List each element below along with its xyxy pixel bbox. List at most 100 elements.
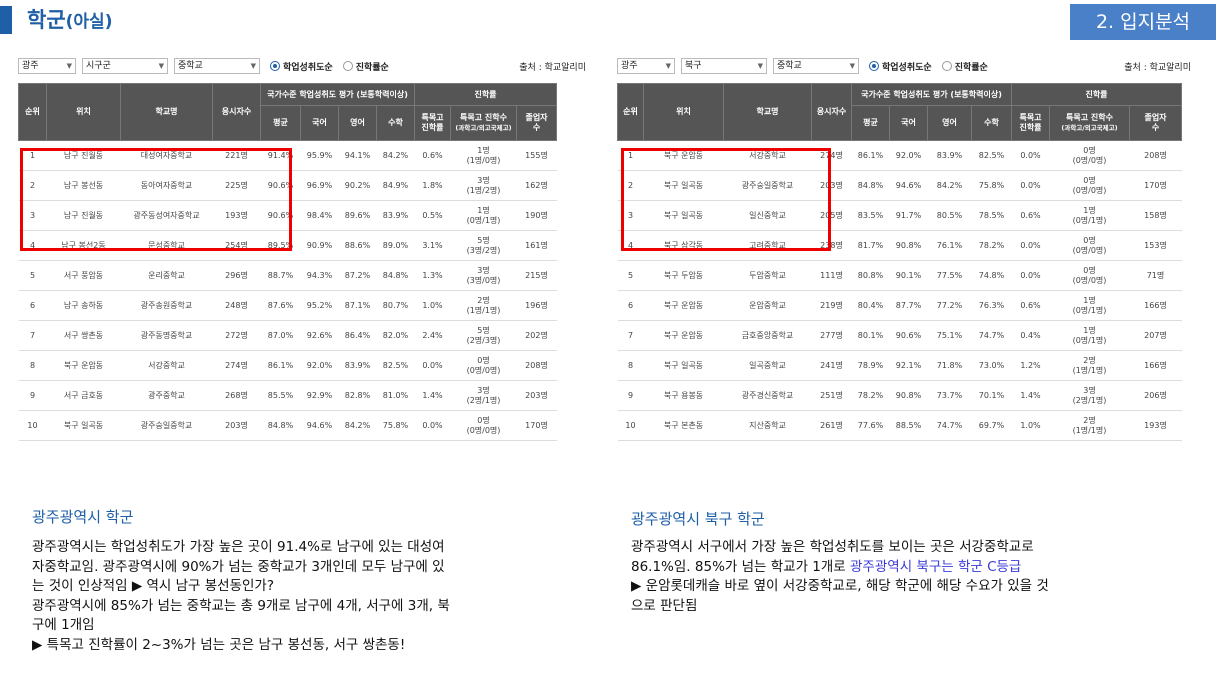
table-row[interactable]: 1 북구 운암동 서강중학교 274명 86.1% 92.0% 83.9% 82.5% 0.0%…: [617, 140, 1182, 171]
cell-rank: 6: [617, 290, 644, 321]
cell-special-count: 0명 (0명/0명): [450, 350, 517, 381]
col-avg: 평균: [851, 105, 890, 141]
cell-kor: 98.4%: [300, 200, 339, 231]
cell-school: 광주중학교: [120, 380, 213, 411]
col-special-count: 특목고 진학수 (과학고/외고국제고): [450, 105, 517, 141]
table-row[interactable]: 7 북구 운암동 금호중앙중학교 277명 80.1% 90.6% 75.1% 74.7% 0.…: [617, 320, 1182, 351]
cell-graduates: 161명: [516, 230, 557, 261]
left-school-type-select[interactable]: 중학교 ▼: [174, 58, 260, 74]
cell-math: 89.0%: [376, 230, 415, 261]
cell-loc: 남구 봉선동: [46, 170, 121, 201]
cell-school: 광주숭일중학교: [120, 410, 213, 441]
left-radio-progress[interactable]: 진학률순: [342, 60, 389, 73]
table-row[interactable]: 10 북구 본촌동 지산중학교 261명 77.6% 88.5% 74.7% 69.7% 1.0…: [617, 410, 1182, 441]
page-title: 학군(아실): [27, 4, 112, 34]
right-radio-progress-label: 진학률순: [954, 62, 988, 73]
cell-kor: 90.6%: [889, 320, 928, 351]
left-radio-academic[interactable]: 학업성취도순: [270, 60, 333, 73]
right-radio-academic[interactable]: 학업성취도순: [869, 60, 932, 73]
table-row[interactable]: 6 남구 송하동 광주송원중학교 248명 87.6% 95.2% 87.1% 80.7% 1.…: [18, 290, 557, 321]
cell-kor: 95.2%: [300, 290, 339, 321]
left-source-note: 출처 : 학교알리미: [519, 63, 586, 73]
cell-sp: 1.3%: [414, 260, 451, 291]
left-filter-bar: 광주 ▼ 시구군 ▼ 중학교 ▼ 학업성취도순 진학률순 출처 : 학교알리미: [18, 55, 586, 77]
table-row[interactable]: 8 북구 일곡동 일곡중학교 241명 78.9% 92.1% 71.8% 73.0% 1.2%…: [617, 350, 1182, 381]
cell-avg: 86.1%: [260, 350, 301, 381]
cell-exam: 203명: [212, 410, 261, 441]
cell-special-count: 2명 (1명/1명): [450, 290, 517, 321]
cell-math: 75.8%: [971, 170, 1012, 201]
cell-avg: 80.4%: [851, 290, 890, 321]
table-row[interactable]: 9 서구 금호동 광주중학교 268명 85.5% 92.9% 82.8% 81.0% 1.4%…: [18, 380, 557, 411]
col-group-progress: 진학률: [414, 83, 557, 106]
table-row[interactable]: 3 북구 일곡동 일신중학교 205명 83.5% 91.7% 80.5% 78.5% 0.6%…: [617, 200, 1182, 231]
cell-kor: 94.6%: [889, 170, 928, 201]
table-row[interactable]: 2 남구 봉선동 동아여자중학교 225명 90.6% 96.9% 90.2% 84.9% 1.…: [18, 170, 557, 201]
table-row[interactable]: 2 북구 일곡동 광주숭일중학교 203명 84.8% 94.6% 84.2% 75.8% 0.…: [617, 170, 1182, 201]
cell-eng: 87.2%: [338, 260, 377, 291]
right-radio-academic-label: 학업성취도순: [882, 62, 932, 73]
table-row[interactable]: 10 북구 일곡동 광주숭일중학교 203명 84.8% 94.6% 84.2% 75.8% 0…: [18, 410, 557, 441]
right-grade-highlight: 광주광역시 북구는 학군 C등급: [850, 558, 1022, 575]
table-row[interactable]: 5 서구 풍암동 운리중학교 296명 88.7% 94.3% 87.2% 84.8% 1.3%…: [18, 260, 557, 291]
cell-graduates: 153명: [1129, 230, 1182, 261]
cell-avg: 80.8%: [851, 260, 890, 291]
cell-school: 광주숭일중학교: [723, 170, 812, 201]
table-row[interactable]: 8 북구 운암동 서강중학교 274명 86.1% 92.0% 83.9% 82.5% 0.0%…: [18, 350, 557, 381]
cell-exam: 254명: [212, 230, 261, 261]
cell-sp: 0.4%: [1011, 320, 1050, 351]
cell-school: 운암중학교: [723, 290, 812, 321]
table-row[interactable]: 6 북구 운암동 운암중학교 219명 80.4% 87.7% 77.2% 76.3% 0.6%…: [617, 290, 1182, 321]
cell-avg: 86.1%: [851, 140, 890, 171]
special-count-breakdown: (2명/1명): [466, 395, 501, 405]
cell-special-count: 0명 (0명/0명): [1049, 140, 1130, 171]
table-row[interactable]: 3 남구 진월동 광주동성여자중학교 193명 90.6% 98.4% 89.6% 83.9%…: [18, 200, 557, 231]
left-city-select[interactable]: 광주 ▼: [18, 58, 76, 74]
table-row[interactable]: 5 북구 두암동 두암중학교 111명 80.8% 90.1% 77.5% 74.8% 0.0%…: [617, 260, 1182, 291]
special-count-breakdown: (0명/1명): [1072, 215, 1107, 225]
left-description-line: ▶ 특목고 진학률이 2~3%가 넘는 곳은 남구 봉선동, 서구 쌍촌동!: [32, 636, 406, 653]
left-district-select[interactable]: 시구군 ▼: [82, 58, 168, 74]
special-count-breakdown: (2명/1명): [1072, 395, 1107, 405]
cell-kor: 90.8%: [889, 230, 928, 261]
cell-eng: 83.9%: [338, 350, 377, 381]
col-korean: 국어: [889, 105, 928, 141]
cell-school: 지산중학교: [723, 410, 812, 441]
cell-sp: 0.0%: [414, 410, 451, 441]
cell-graduates: 196명: [516, 290, 557, 321]
cell-special-count: 1명 (0명/1명): [1049, 200, 1130, 231]
cell-exam: 274명: [811, 140, 852, 171]
col-special-count-label: 특목고 진학수: [1066, 113, 1113, 122]
cell-graduates: 208명: [516, 350, 557, 381]
cell-kor: 96.9%: [300, 170, 339, 201]
right-city-select[interactable]: 광주 ▼: [617, 58, 675, 74]
page-title-main: 학군: [27, 8, 66, 32]
special-count-total: 3명: [477, 385, 490, 395]
left-ranking-table: 순위 위치 학교명 응시자수 국가수준 학업성취도 평가 (보통학력이상) 진학…: [18, 83, 557, 441]
slide-header: 학군(아실) 2. 입지분석: [0, 0, 1216, 40]
right-radio-progress[interactable]: 진학률순: [941, 60, 988, 73]
right-district-select[interactable]: 북구 ▼: [681, 58, 767, 74]
right-school-type-select[interactable]: 중학교 ▼: [773, 58, 859, 74]
table-row[interactable]: 7 서구 쌍촌동 광주동명중학교 272명 87.0% 92.6% 86.4% 82.0% 2.…: [18, 320, 557, 351]
table-row[interactable]: 4 북구 삼각동 고려중학교 238명 81.7% 90.8% 76.1% 78.2% 0.0%…: [617, 230, 1182, 261]
left-description: 광주광역시는 학업성취도가 가장 높은 곳이 91.4%로 남구에 있는 대성여…: [32, 538, 592, 655]
right-ranking-panel: 광주 ▼ 북구 ▼ 중학교 ▼ 학업성취도순 진학률순 출처 : 학교알리미 순위 위…: [617, 55, 1191, 441]
table-row[interactable]: 9 북구 용봉동 광주경신중학교 251명 78.2% 90.8% 73.7% 70.1% 1.…: [617, 380, 1182, 411]
special-count-total: 1명: [1083, 295, 1096, 305]
right-ranking-table: 순위 위치 학교명 응시자수 국가수준 학업성취도 평가 (보통학력이상) 진학…: [617, 83, 1182, 441]
cell-rank: 7: [617, 320, 644, 351]
cell-rank: 4: [18, 230, 47, 261]
cell-exam: 238명: [811, 230, 852, 261]
special-count-total: 1명: [477, 145, 490, 155]
cell-loc: 서구 금호동: [46, 380, 121, 411]
cell-special-count: 0명 (0명/0명): [1049, 260, 1130, 291]
cell-exam: 248명: [212, 290, 261, 321]
cell-math: 70.1%: [971, 380, 1012, 411]
special-count-breakdown: (1명/1명): [1072, 425, 1107, 435]
table-row[interactable]: 1 남구 진월동 대성여자중학교 221명 91.4% 95.9% 94.1% 84.2% 0.…: [18, 140, 557, 171]
cell-exam: 203명: [811, 170, 852, 201]
special-count-total: 1명: [1083, 205, 1096, 215]
table-row[interactable]: 4 남구 봉선2동 문성중학교 254명 89.5% 90.9% 88.6% 89.0% 3.1…: [18, 230, 557, 261]
cell-eng: 74.7%: [927, 410, 972, 441]
